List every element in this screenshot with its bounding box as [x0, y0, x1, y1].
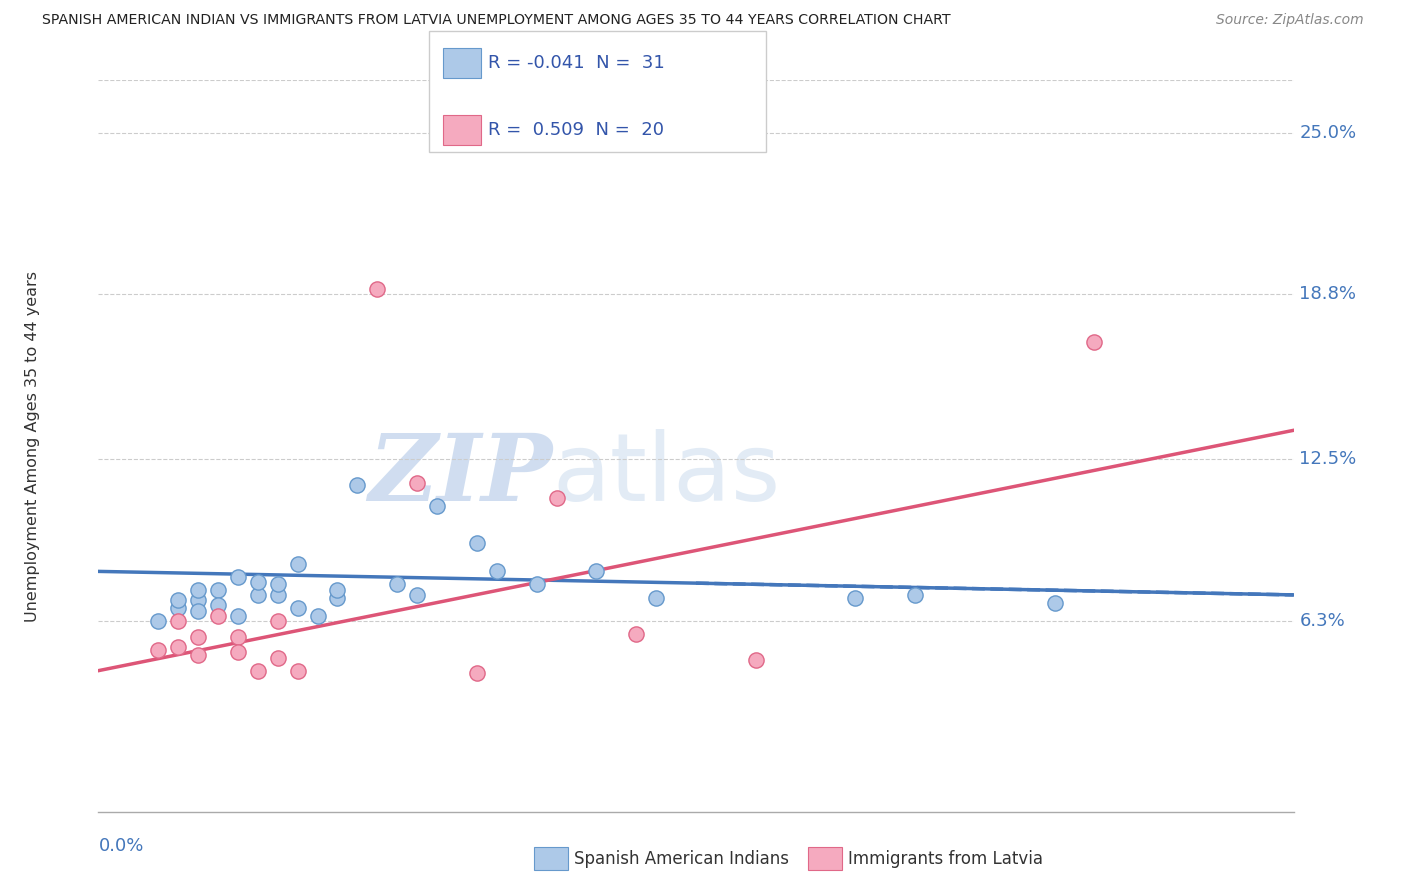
Point [246, 574, 269, 589]
Text: ZIP: ZIP [368, 430, 553, 520]
Point [585, 565, 607, 579]
Point [267, 614, 290, 628]
Point [207, 608, 229, 623]
Point [187, 630, 209, 644]
Point [465, 666, 488, 681]
Point [326, 582, 349, 597]
Point [1083, 334, 1105, 349]
Point [406, 475, 429, 490]
Point [326, 591, 349, 605]
Text: atlas: atlas [553, 429, 780, 521]
Point [167, 640, 190, 655]
Point [187, 648, 209, 662]
Point [426, 499, 449, 513]
Point [167, 593, 190, 607]
Point [207, 599, 229, 613]
Point [148, 614, 170, 628]
Point [385, 577, 409, 591]
Point [287, 601, 309, 615]
Point [904, 588, 927, 602]
Point [267, 577, 290, 591]
Point [226, 645, 249, 659]
Point [187, 593, 209, 607]
Point [226, 569, 249, 583]
Text: 0.0%: 0.0% [98, 838, 143, 855]
Point [167, 614, 190, 628]
Text: 25.0%: 25.0% [1299, 123, 1357, 142]
Point [465, 535, 488, 549]
Point [226, 630, 249, 644]
Point [246, 588, 269, 602]
Text: Source: ZipAtlas.com: Source: ZipAtlas.com [1216, 13, 1364, 28]
Point [148, 642, 170, 657]
Point [187, 603, 209, 617]
Point [844, 591, 866, 605]
Text: 12.5%: 12.5% [1299, 450, 1357, 468]
Point [187, 582, 209, 597]
Point [406, 588, 429, 602]
Text: SPANISH AMERICAN INDIAN VS IMMIGRANTS FROM LATVIA UNEMPLOYMENT AMONG AGES 35 TO : SPANISH AMERICAN INDIAN VS IMMIGRANTS FR… [42, 13, 950, 28]
Point [267, 588, 290, 602]
Point [346, 478, 368, 492]
Point [745, 653, 768, 667]
Text: 18.8%: 18.8% [1299, 285, 1357, 303]
Point [526, 577, 548, 591]
Point [207, 582, 229, 597]
Point [226, 608, 249, 623]
Text: Immigrants from Latvia: Immigrants from Latvia [848, 850, 1043, 868]
Text: Spanish American Indians: Spanish American Indians [574, 850, 789, 868]
Point [546, 491, 568, 506]
Point [485, 565, 508, 579]
Text: 6.3%: 6.3% [1299, 612, 1346, 630]
Point [645, 591, 668, 605]
Point [246, 664, 269, 678]
Point [167, 601, 190, 615]
Point [624, 627, 647, 641]
Point [267, 650, 290, 665]
Text: R =  0.509  N =  20: R = 0.509 N = 20 [488, 121, 664, 139]
Point [366, 282, 388, 296]
Point [1043, 596, 1066, 610]
Point [287, 664, 309, 678]
Point [307, 608, 329, 623]
Text: R = -0.041  N =  31: R = -0.041 N = 31 [488, 54, 665, 72]
Text: Unemployment Among Ages 35 to 44 years: Unemployment Among Ages 35 to 44 years [25, 270, 41, 622]
Point [287, 557, 309, 571]
